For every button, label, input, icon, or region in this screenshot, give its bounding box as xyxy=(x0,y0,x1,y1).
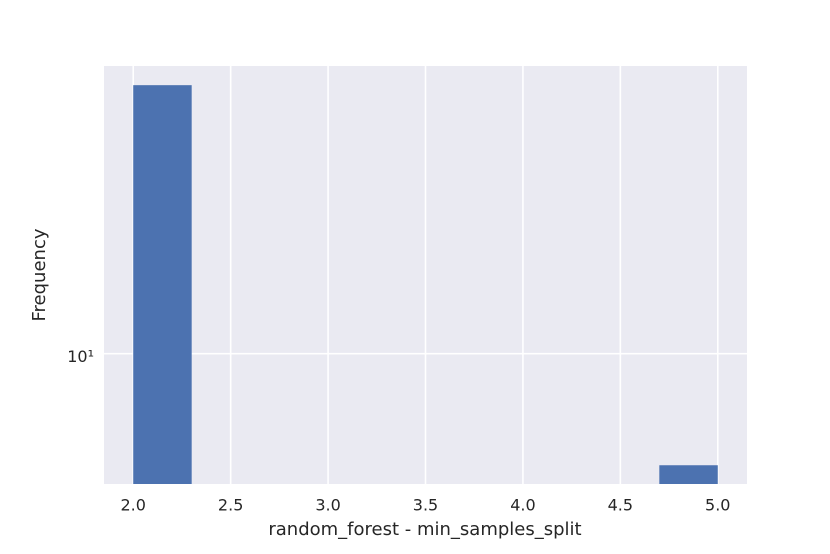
x-tick-label: 4.5 xyxy=(608,496,633,515)
x-tick-label: 3.0 xyxy=(315,496,340,515)
x-axis-label: random_forest - min_samples_split xyxy=(268,519,581,540)
bar xyxy=(133,85,192,485)
bar xyxy=(659,465,718,484)
y-axis-label: Frequency xyxy=(29,228,50,321)
x-tick-label: 2.0 xyxy=(121,496,146,515)
x-tick-label: 5.0 xyxy=(705,496,730,515)
y-tick-label: 10¹ xyxy=(67,347,94,366)
x-tick-label: 4.0 xyxy=(510,496,535,515)
x-tick-label: 2.5 xyxy=(218,496,243,515)
x-tick-label: 3.5 xyxy=(413,496,438,515)
